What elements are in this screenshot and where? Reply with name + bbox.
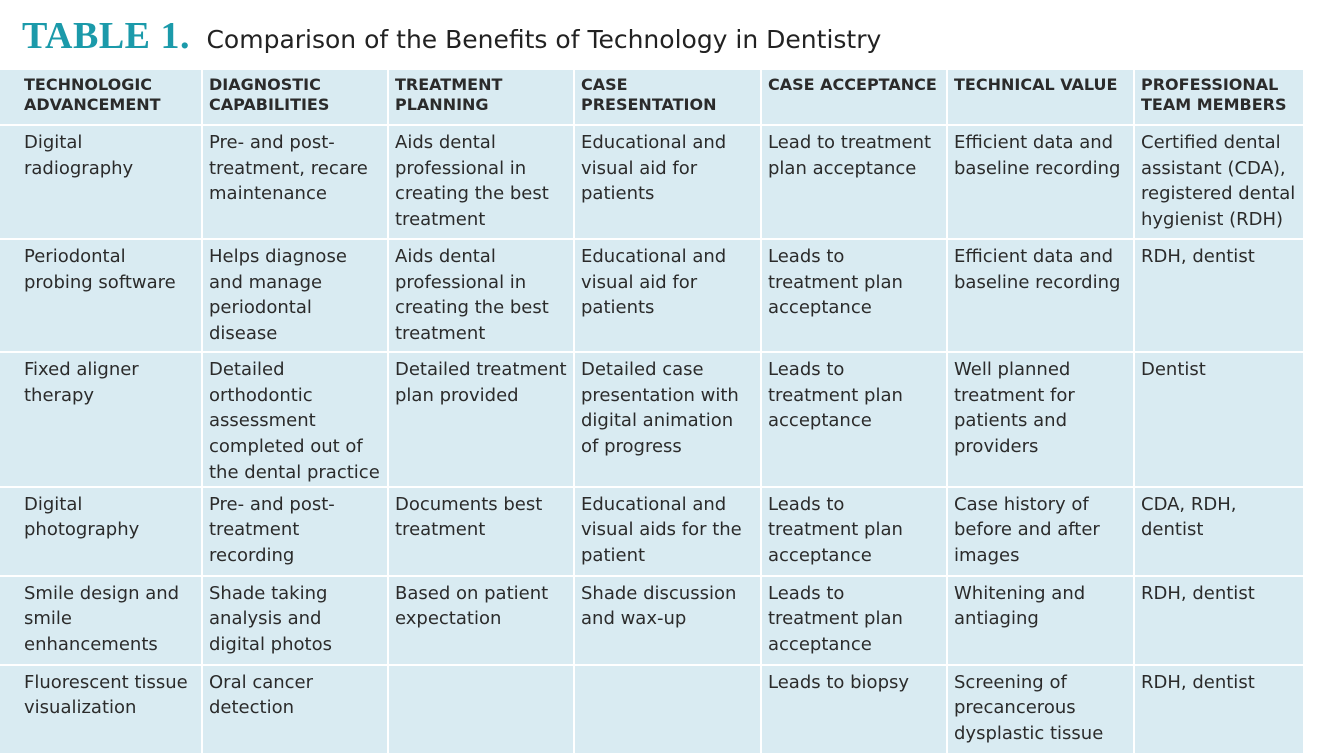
cell-team-members: RDH, dentist bbox=[1134, 239, 1303, 353]
table-row: Periodontal probing software Helps diagn… bbox=[0, 239, 1303, 353]
cell-case-acceptance: Leads to treatment plan acceptance bbox=[761, 486, 948, 577]
header-line: TEAM MEMBERS bbox=[1141, 95, 1287, 114]
cell-treatment-planning: Aids dental professional in creating the… bbox=[388, 125, 575, 240]
cell-treatment-planning: Aids dental professional in creating the… bbox=[388, 239, 575, 353]
table-row: Digital radiography Pre- and post-treatm… bbox=[0, 125, 1303, 240]
benefits-table: TECHNOLOGIC ADVANCEMENT DIAGNOSTIC CAPAB… bbox=[0, 70, 1303, 753]
header-line: CAPABILITIES bbox=[209, 95, 330, 114]
cell-treatment-planning bbox=[388, 664, 575, 753]
cell-technical-value: Case history of before and after images bbox=[947, 486, 1135, 577]
cell-team-members: Certified dental assistant (CDA), regist… bbox=[1134, 125, 1303, 240]
cell-technical-value: Well planned treatment for patients and … bbox=[947, 352, 1135, 488]
cell-diagnostic: Shade taking analysis and digital photos bbox=[202, 575, 389, 666]
cell-technology: Fixed aligner therapy bbox=[0, 352, 203, 488]
header-technical-value: TECHNICAL VALUE bbox=[947, 70, 1135, 126]
cell-technical-value: Whitening and antiaging bbox=[947, 575, 1135, 666]
cell-treatment-planning: Based on patient expectation bbox=[388, 575, 575, 666]
cell-treatment-planning: Documents best treatment bbox=[388, 486, 575, 577]
cell-diagnostic: Pre- and post-treatment, recare maintena… bbox=[202, 125, 389, 240]
table-title: Comparison of the Benefits of Technology… bbox=[206, 25, 882, 54]
cell-technology: Periodontal probing software bbox=[0, 239, 203, 353]
cell-team-members: CDA, RDH, dentist bbox=[1134, 486, 1303, 577]
cell-diagnostic: Oral cancer detection bbox=[202, 664, 389, 753]
cell-treatment-planning: Detailed treatment plan provided bbox=[388, 352, 575, 488]
table-row: Fixed aligner therapy Detailed orthodont… bbox=[0, 352, 1303, 488]
cell-case-acceptance: Leads to biopsy bbox=[761, 664, 948, 753]
cell-technology: Smile design and smile enhancements bbox=[0, 575, 203, 666]
cell-technology: Digital radiography bbox=[0, 125, 203, 240]
header-line: PROFESSIONAL bbox=[1141, 75, 1279, 94]
header-diagnostic-capabilities: DIAGNOSTIC CAPABILITIES bbox=[202, 70, 389, 126]
cell-team-members: Dentist bbox=[1134, 352, 1303, 488]
header-technologic-advancement: TECHNOLOGIC ADVANCEMENT bbox=[0, 70, 203, 126]
header-line: CASE bbox=[581, 75, 628, 94]
cell-team-members: RDH, dentist bbox=[1134, 575, 1303, 666]
cell-technical-value: Efficient data and baseline recording bbox=[947, 239, 1135, 353]
table-row: Smile design and smile enhancements Shad… bbox=[0, 575, 1303, 666]
cell-case-presentation: Educational and visual aid for patients bbox=[574, 125, 762, 240]
table-row: Fluorescent tissue visualization Oral ca… bbox=[0, 664, 1303, 753]
header-line: CASE ACCEPTANCE bbox=[768, 75, 937, 94]
cell-technical-value: Screening of precancerous dysplastic tis… bbox=[947, 664, 1135, 753]
header-line: PLANNING bbox=[395, 95, 489, 114]
header-row: TECHNOLOGIC ADVANCEMENT DIAGNOSTIC CAPAB… bbox=[0, 70, 1303, 126]
cell-technical-value: Efficient data and baseline recording bbox=[947, 125, 1135, 240]
cell-case-acceptance: Lead to treatment plan acceptance bbox=[761, 125, 948, 240]
header-treatment-planning: TREATMENT PLANNING bbox=[388, 70, 575, 126]
header-case-acceptance: CASE ACCEPTANCE bbox=[761, 70, 948, 126]
header-line: PRESENTATION bbox=[581, 95, 717, 114]
header-line: ADVANCEMENT bbox=[24, 95, 161, 114]
table-caption: TABLE 1. Comparison of the Benefits of T… bbox=[22, 14, 881, 66]
cell-case-presentation: Educational and visual aid for patients bbox=[574, 239, 762, 353]
header-line: DIAGNOSTIC bbox=[209, 75, 321, 94]
cell-case-acceptance: Leads to treatment plan acceptance bbox=[761, 352, 948, 488]
cell-case-presentation: Detailed case presentation with digital … bbox=[574, 352, 762, 488]
table-number-label: TABLE 1. bbox=[22, 15, 191, 57]
cell-diagnostic: Detailed orthodontic assessment complete… bbox=[202, 352, 389, 488]
cell-diagnostic: Pre- and post-treatment recording bbox=[202, 486, 389, 577]
cell-case-acceptance: Leads to treatment plan acceptance bbox=[761, 575, 948, 666]
cell-case-presentation bbox=[574, 664, 762, 753]
cell-case-acceptance: Leads to treatment plan acceptance bbox=[761, 239, 948, 353]
cell-case-presentation: Shade discussion and wax-up bbox=[574, 575, 762, 666]
cell-diagnostic: Helps diagnose and manage periodontal di… bbox=[202, 239, 389, 353]
cell-team-members: RDH, dentist bbox=[1141, 671, 1255, 693]
cell-technology: Fluorescent tissue visualization bbox=[0, 664, 203, 753]
header-line: TREATMENT bbox=[395, 75, 503, 94]
table-row: Digital photography Pre- and post-treatm… bbox=[0, 486, 1303, 577]
cell-technology: Digital photography bbox=[0, 486, 203, 577]
header-case-presentation: CASE PRESENTATION bbox=[574, 70, 762, 126]
header-line: TECHNICAL VALUE bbox=[954, 75, 1118, 94]
header-professional-team-members: PROFESSIONAL TEAM MEMBERS bbox=[1134, 70, 1303, 126]
cell-case-presentation: Educational and visual aids for the pati… bbox=[574, 486, 762, 577]
header-line: TECHNOLOGIC bbox=[24, 75, 153, 94]
